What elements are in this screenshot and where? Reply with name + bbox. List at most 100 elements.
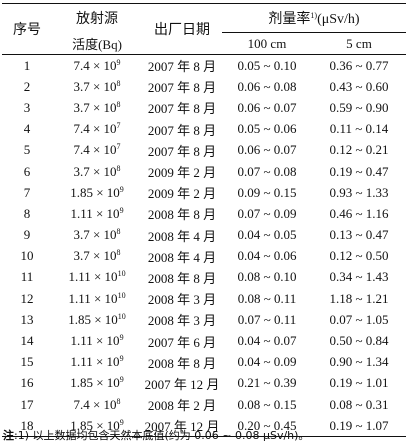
cell-rate-5cm: 0.12 ~ 0.21 <box>329 142 389 158</box>
activity-exponent: 10 <box>117 290 126 300</box>
cell-activity: 3.7 × 108 <box>52 225 142 246</box>
cell-serial: 9 <box>23 227 31 243</box>
activity-exponent: 7 <box>116 142 121 152</box>
activity-coefficient: 3.7 <box>73 99 90 115</box>
cell-rate-100cm: 0.05 ~ 0.10 <box>237 57 297 73</box>
table-row: 13 1.85 × 1010 2008 年 3 月 0.07 ~ 0.11 0.07 ~… <box>2 309 406 330</box>
cell-rate-5cm: 0.93 ~ 1.33 <box>329 184 389 200</box>
activity-exponent: 8 <box>116 163 121 173</box>
activity-base: × 10 <box>90 311 118 327</box>
table-row: 4 7.4 × 107 2007 年 8 月 0.05 ~ 0.06 0.11 ~ 0.… <box>2 119 406 140</box>
activity-exponent: 8 <box>116 248 121 258</box>
activity-coefficient: 1.11 <box>70 333 93 349</box>
activity-exponent: 9 <box>119 375 124 385</box>
activity-base: × 10 <box>89 248 117 264</box>
header-dose-rate-label: 剂量率 <box>268 12 311 27</box>
cell-serial: 6 <box>23 163 31 179</box>
cell-date: 2008 年 3 月 <box>147 292 217 308</box>
activity-coefficient: 7.4 <box>73 142 90 158</box>
cell-rate-100cm: 0.07 ~ 0.08 <box>237 163 297 179</box>
activity-base: × 10 <box>89 78 117 94</box>
cell-rate-5cm: 0.36 ~ 0.77 <box>329 57 389 73</box>
table-row: 16 1.85 × 109 2007 年 12 月 0.21 ~ 0.39 0.19 ~… <box>2 373 406 394</box>
activity-base: × 10 <box>90 290 118 306</box>
cell-serial: 15 <box>20 354 34 370</box>
cell-activity: 3.7 × 108 <box>52 246 142 267</box>
cell-rate-5cm: 0.90 ~ 1.34 <box>329 354 389 370</box>
activity-exponent: 10 <box>117 269 126 279</box>
activity-base: × 10 <box>89 163 117 179</box>
cell-serial: 14 <box>20 333 34 349</box>
header-dist-5: 5 cm <box>312 32 406 55</box>
cell-rate-5cm: 1.18 ~ 1.21 <box>329 290 389 306</box>
cell-rate-5cm: 0.43 ~ 0.60 <box>329 78 389 94</box>
activity-coefficient: 1.85 <box>70 375 93 391</box>
activity-coefficient: 3.7 <box>73 78 90 94</box>
cell-serial: 13 <box>20 311 34 327</box>
cell-activity: 7.4 × 109 <box>52 55 142 77</box>
cell-rate-100cm: 0.21 ~ 0.39 <box>237 375 297 391</box>
activity-exponent: 8 <box>116 227 121 237</box>
cell-rate-5cm: 0.12 ~ 0.50 <box>329 248 389 264</box>
cell-date: 2007 年 8 月 <box>147 122 217 138</box>
cell-activity: 3.7 × 108 <box>52 76 142 97</box>
activity-exponent: 9 <box>119 354 124 364</box>
table-body: 1 7.4 × 109 2007 年 8 月 0.05 ~ 0.10 0.36 ~ 0.… <box>2 55 406 437</box>
cell-rate-5cm: 0.13 ~ 0.47 <box>329 227 389 243</box>
activity-coefficient: 3.7 <box>73 248 90 264</box>
activity-base: × 10 <box>89 57 117 73</box>
activity-coefficient: 1.11 <box>70 354 93 370</box>
cell-serial: 11 <box>20 269 34 285</box>
header-source-line1: 放射源 <box>76 12 118 28</box>
table-row: 8 1.11 × 109 2008 年 8 月 0.07 ~ 0.09 0.46 ~ 1… <box>2 203 406 224</box>
table-row: 3 3.7 × 108 2007 年 8 月 0.06 ~ 0.07 0.59 ~ 0.… <box>2 97 406 118</box>
cell-activity: 1.11 × 109 <box>52 352 142 373</box>
header-dose-rate: 剂量率1)(μSv/h) <box>222 3 406 33</box>
table-row: 15 1.11 × 109 2008 年 8 月 0.04 ~ 0.09 0.90 ~ … <box>2 352 406 373</box>
activity-coefficient: 7.4 <box>73 57 90 73</box>
cell-date: 2008 年 2 月 <box>147 398 217 414</box>
cell-serial: 7 <box>23 184 31 200</box>
cell-date: 2008 年 8 月 <box>147 270 217 286</box>
cell-date: 2007 年 8 月 <box>147 59 217 75</box>
cell-rate-100cm: 0.06 ~ 0.07 <box>237 142 297 158</box>
cell-serial: 3 <box>23 99 31 115</box>
header-serial: 序号 <box>2 3 52 55</box>
cell-activity: 7.4 × 107 <box>52 119 142 140</box>
activity-exponent: 9 <box>119 417 124 427</box>
cell-date: 2007 年 12 月 <box>144 419 220 435</box>
activity-coefficient: 7.4 <box>73 396 90 412</box>
cell-activity: 1.85 × 109 <box>52 182 142 203</box>
header-dist-100: 100 cm <box>222 32 312 55</box>
activity-coefficient: 1.11 <box>70 205 93 221</box>
cell-rate-100cm: 0.07 ~ 0.09 <box>237 205 297 221</box>
activity-exponent: 9 <box>119 333 124 343</box>
cell-activity: 1.85 × 109 <box>52 415 142 437</box>
cell-rate-100cm: 0.06 ~ 0.08 <box>237 78 297 94</box>
activity-base: × 10 <box>89 121 117 137</box>
cell-date: 2007 年 6 月 <box>147 334 217 350</box>
activity-coefficient: 3.7 <box>73 163 90 179</box>
cell-rate-5cm: 0.59 ~ 0.90 <box>329 99 389 115</box>
activity-base: × 10 <box>92 375 120 391</box>
cell-activity: 1.11 × 1010 <box>52 267 142 288</box>
cell-date: 2007 年 8 月 <box>147 101 217 117</box>
cell-rate-5cm: 0.46 ~ 1.16 <box>329 205 389 221</box>
cell-date: 2009 年 2 月 <box>147 165 217 181</box>
cell-serial: 2 <box>23 78 31 94</box>
activity-exponent: 9 <box>119 184 124 194</box>
cell-rate-5cm: 0.50 ~ 0.84 <box>329 333 389 349</box>
cell-activity: 1.85 × 1010 <box>52 309 142 330</box>
activity-base: × 10 <box>89 227 117 243</box>
table-row: 5 7.4 × 107 2007 年 8 月 0.06 ~ 0.07 0.12 ~ 0.… <box>2 140 406 161</box>
table-note: 注:1) 以上数据均包含天然本底值(约为 0.06 ~ 0.08 μSv/h)。 <box>3 427 309 443</box>
activity-exponent: 8 <box>116 396 121 406</box>
header-dose-rate-footnote-mark: 1) <box>310 11 318 20</box>
table-row: 6 3.7 × 108 2009 年 2 月 0.07 ~ 0.08 0.19 ~ 0.… <box>2 161 406 182</box>
header-date: 出厂日期 <box>142 3 222 55</box>
cell-serial: 17 <box>20 396 34 412</box>
activity-base: × 10 <box>92 333 120 349</box>
dose-rate-table: 序号 放射源 出厂日期 剂量率1)(μSv/h) 活度(Bq) 100 cm 5… <box>2 3 406 437</box>
cell-rate-100cm: 0.04 ~ 0.06 <box>237 248 297 264</box>
